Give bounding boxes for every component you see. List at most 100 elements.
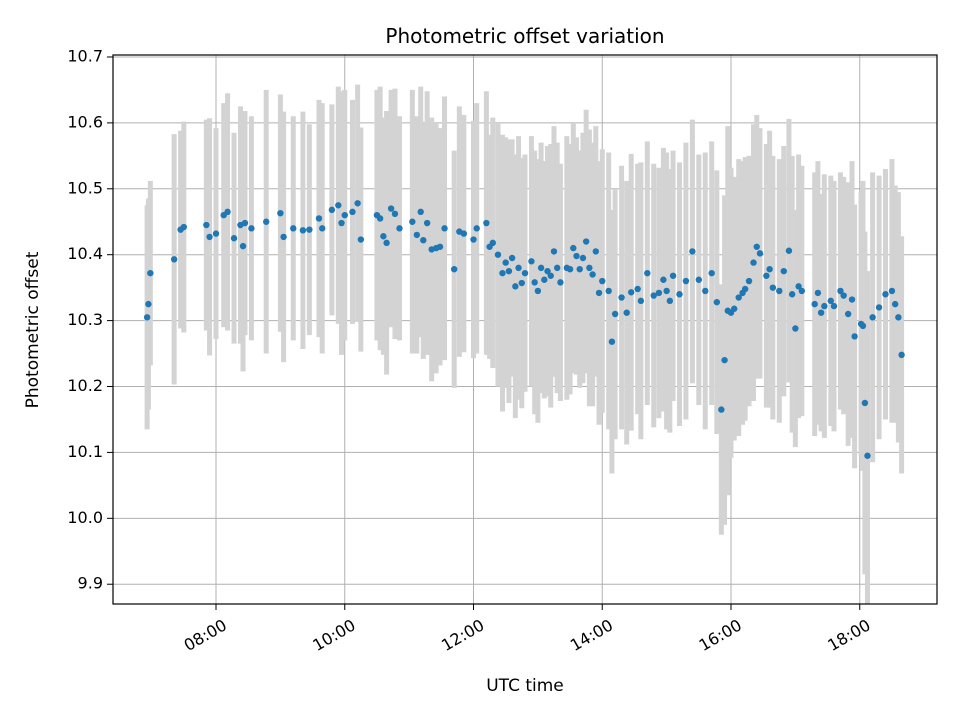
- data-point-119: [756, 250, 764, 257]
- data-point-136: [837, 287, 844, 295]
- data-point-129: [798, 287, 806, 295]
- data-point-45: [436, 243, 444, 250]
- data-point-107: [713, 298, 721, 306]
- data-point-37: [396, 225, 403, 232]
- data-point-68: [541, 276, 548, 283]
- data-point-78: [576, 265, 583, 273]
- data-point-41: [420, 236, 427, 244]
- data-point-66: [534, 287, 542, 295]
- y-tick-label-2: 10.1: [67, 442, 103, 461]
- data-point-8: [212, 230, 220, 237]
- data-point-52: [483, 219, 490, 227]
- data-point-23: [319, 225, 326, 232]
- data-point-34: [383, 239, 390, 247]
- data-point-5: [180, 223, 188, 231]
- data-point-143: [861, 399, 869, 407]
- data-point-6: [203, 221, 210, 229]
- data-point-150: [895, 314, 902, 321]
- data-point-80: [582, 238, 590, 245]
- data-point-26: [338, 219, 345, 227]
- data-point-38: [409, 218, 416, 225]
- data-point-140: [851, 333, 858, 340]
- plot-frame: [112, 54, 938, 605]
- y-axis-title: Photometric offset: [23, 251, 43, 408]
- data-point-131: [814, 289, 822, 297]
- y-tick-label-3: 10.2: [67, 376, 103, 395]
- data-point-108: [718, 406, 725, 413]
- data-point-100: [669, 272, 677, 279]
- data-point-16: [263, 218, 270, 225]
- data-point-15: [248, 225, 255, 232]
- data-point-101: [676, 291, 683, 298]
- data-point-54: [489, 239, 497, 247]
- data-point-62: [518, 279, 525, 287]
- x-axis-title: UTC time: [486, 676, 564, 696]
- data-point-109: [721, 356, 728, 364]
- data-point-139: [848, 296, 856, 303]
- data-point-63: [521, 269, 529, 277]
- data-point-124: [780, 267, 787, 275]
- data-point-73: [557, 279, 564, 286]
- data-point-0: [143, 314, 151, 321]
- data-point-42: [423, 219, 431, 227]
- data-point-24: [328, 206, 336, 214]
- data-point-29: [354, 200, 361, 207]
- data-point-59: [508, 254, 516, 262]
- data-point-96: [655, 289, 663, 297]
- data-point-22: [315, 215, 323, 222]
- data-point-147: [882, 291, 889, 298]
- data-point-46: [441, 225, 448, 232]
- data-point-86: [605, 287, 612, 295]
- data-point-116: [745, 277, 753, 285]
- data-point-133: [821, 302, 828, 310]
- data-point-7: [206, 233, 213, 241]
- data-point-90: [623, 309, 630, 316]
- data-point-11: [230, 235, 238, 242]
- data-point-89: [618, 294, 625, 301]
- y-tick-label-0: 9.9: [78, 574, 103, 593]
- data-point-65: [531, 279, 538, 286]
- data-point-47: [450, 265, 458, 273]
- data-point-57: [502, 259, 509, 266]
- data-point-19: [290, 225, 297, 232]
- data-point-121: [766, 265, 773, 273]
- data-point-151: [898, 351, 905, 359]
- data-point-135: [830, 302, 838, 310]
- data-point-138: [844, 310, 852, 318]
- data-point-36: [391, 210, 399, 218]
- data-point-35: [387, 205, 395, 212]
- y-tick-label-5: 10.4: [67, 244, 103, 263]
- data-point-125: [785, 247, 793, 254]
- y-tick-label-8: 10.7: [67, 46, 103, 65]
- data-point-112: [731, 305, 738, 312]
- data-point-126: [788, 291, 796, 298]
- data-point-102: [682, 277, 690, 285]
- data-point-75: [566, 265, 574, 273]
- data-point-55: [494, 251, 502, 258]
- data-point-117: [750, 259, 757, 266]
- data-point-94: [644, 269, 651, 277]
- data-point-17: [277, 209, 284, 217]
- data-point-144: [864, 452, 871, 459]
- data-point-104: [695, 276, 703, 283]
- data-point-70: [547, 272, 554, 279]
- data-point-79: [579, 254, 587, 262]
- y-tick-label-4: 10.3: [67, 310, 103, 329]
- data-point-93: [637, 297, 645, 305]
- data-point-61: [515, 264, 522, 272]
- data-point-25: [335, 202, 342, 209]
- data-point-130: [811, 300, 818, 308]
- y-tick-label-7: 10.6: [67, 112, 103, 131]
- data-point-87: [608, 338, 616, 345]
- data-point-60: [512, 283, 519, 290]
- data-point-2: [147, 269, 154, 277]
- data-point-84: [595, 289, 603, 297]
- data-point-40: [417, 208, 424, 216]
- data-point-105: [702, 287, 709, 295]
- data-points: [143, 200, 905, 459]
- data-point-51: [473, 225, 480, 232]
- data-point-83: [592, 248, 600, 255]
- data-point-32: [376, 215, 384, 222]
- data-point-95: [650, 292, 657, 299]
- data-point-56: [499, 269, 506, 277]
